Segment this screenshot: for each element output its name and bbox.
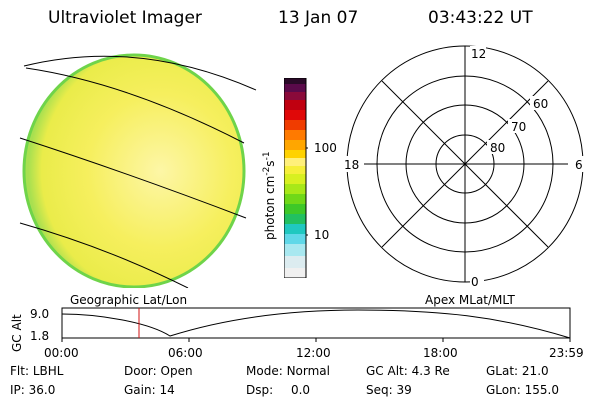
status-ip-value: 36.0	[28, 383, 56, 397]
mlt-label-12: 12	[471, 47, 486, 61]
status-ip-label: IP:	[10, 383, 25, 397]
mlt-label-6: 6	[575, 158, 583, 172]
status-door-value: Open	[160, 364, 193, 378]
orbit-altitude-plot[interactable]	[58, 306, 576, 342]
date-label: 13 Jan 07	[278, 8, 359, 28]
status-door: Door: Open	[124, 364, 193, 378]
polar-grid	[346, 45, 584, 283]
status-flt-value: LBHL	[32, 364, 64, 378]
status-glat-label: GLat:	[486, 364, 519, 378]
status-gcalt-value: 4.3 Re	[411, 364, 450, 378]
status-ip: IP: 36.0	[10, 383, 55, 397]
apex-caption: Apex MLat/MLT	[425, 293, 515, 307]
status-door-label: Door:	[124, 364, 157, 378]
status-glat-value: 21.0	[521, 364, 549, 378]
status-gcalt: GC Alt: 4.3 Re	[366, 364, 450, 378]
colorbar-tick-10: 10	[314, 228, 330, 242]
time-label: 03:43:22 UT	[428, 8, 533, 28]
status-seq: Seq: 39	[366, 383, 412, 397]
orbit-ylabel: GC Alt	[10, 314, 24, 352]
colorbar	[284, 78, 308, 278]
orbit-xticks	[61, 338, 571, 342]
lat-label-70: 70	[511, 120, 526, 134]
geographic-image-panel[interactable]	[18, 48, 258, 288]
status-gain: Gain: 14	[124, 383, 175, 397]
status-glon: GLon: 155.0	[486, 383, 559, 397]
lat-label-60: 60	[533, 97, 548, 111]
mlt-label-0: 0	[471, 275, 479, 289]
polar-plot[interactable]: 12 18 6 0 60 70 80	[340, 44, 590, 294]
status-mode-value: Normal	[286, 364, 330, 378]
geographic-caption: Geographic Lat/Lon	[70, 293, 188, 307]
status-gcalt-label: GC Alt:	[366, 364, 408, 378]
status-glon-label: GLon:	[486, 383, 521, 397]
orbit-xtick-2359: 23:59	[549, 346, 584, 360]
lat-lon-grid	[19, 55, 257, 288]
instrument-title: Ultraviolet Imager	[48, 8, 202, 28]
earth-disk	[22, 53, 246, 288]
status-seq-label: Seq:	[366, 383, 393, 397]
orbit-ytick-9: 9.0	[30, 307, 50, 321]
lat-label-80: 80	[490, 141, 505, 155]
status-flt-label: Flt:	[10, 364, 29, 378]
orbit-xtick-1800: 18:00	[423, 346, 458, 360]
status-mode: Mode: Normal	[246, 364, 330, 378]
orbit-xtick-1200: 12:00	[296, 346, 331, 360]
altitude-curve	[61, 309, 571, 339]
status-dsp: Dsp: 0.0	[246, 383, 310, 397]
status-glat: GLat: 21.0	[486, 364, 549, 378]
orbit-xtick-0000: 00:00	[44, 346, 79, 360]
orbit-ytick-1.8: 1.8	[30, 329, 50, 343]
orbit-xtick-0600: 06:00	[168, 346, 203, 360]
status-flt: Flt: LBHL	[10, 364, 63, 378]
status-seq-value: 39	[396, 383, 412, 397]
status-mode-label: Mode:	[246, 364, 283, 378]
status-dsp-value: 0.0	[290, 383, 311, 397]
unit-text-s: s	[263, 160, 277, 167]
unit-sup-2: -1	[262, 151, 272, 161]
status-glon-value: 155.0	[524, 383, 559, 397]
status-gain-label: Gain:	[124, 383, 156, 397]
mlt-label-18: 18	[344, 158, 359, 172]
status-dsp-label: Dsp:	[246, 383, 274, 397]
status-gain-value: 14	[159, 383, 175, 397]
colorbar-unit-label: photon cm-2s-1	[262, 151, 277, 240]
colorbar-tick-100: 100	[314, 141, 337, 155]
unit-sup-1: -2	[262, 166, 272, 176]
unit-text: photon cm	[263, 175, 277, 240]
